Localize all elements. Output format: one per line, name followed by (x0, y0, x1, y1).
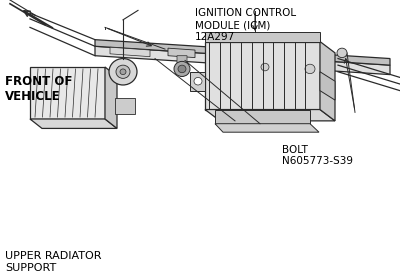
Polygon shape (110, 47, 150, 57)
Circle shape (178, 65, 186, 73)
Polygon shape (215, 124, 319, 132)
Polygon shape (190, 72, 205, 91)
Polygon shape (177, 56, 187, 66)
Polygon shape (105, 67, 117, 129)
Polygon shape (30, 67, 105, 119)
Circle shape (337, 48, 347, 58)
Polygon shape (320, 42, 335, 121)
Circle shape (305, 64, 315, 74)
Polygon shape (115, 98, 135, 114)
Polygon shape (95, 46, 390, 75)
Circle shape (261, 63, 269, 71)
Polygon shape (320, 72, 335, 100)
Circle shape (109, 59, 137, 85)
Circle shape (120, 69, 126, 75)
Polygon shape (205, 32, 320, 42)
Polygon shape (205, 110, 335, 121)
Circle shape (116, 65, 130, 78)
Text: UPPER RADIATOR
SUPPORT: UPPER RADIATOR SUPPORT (5, 251, 102, 273)
Text: FRONT OF
VEHICLE: FRONT OF VEHICLE (5, 75, 72, 102)
Polygon shape (215, 110, 310, 124)
Text: IGNITION CONTROL
MODULE (ICM)
12A297: IGNITION CONTROL MODULE (ICM) 12A297 (195, 8, 296, 42)
Circle shape (174, 61, 190, 76)
Circle shape (194, 78, 202, 85)
Polygon shape (95, 40, 390, 65)
Polygon shape (168, 48, 195, 58)
Text: BOLT
N605773-S39: BOLT N605773-S39 (282, 145, 353, 167)
Polygon shape (205, 42, 320, 110)
Polygon shape (30, 119, 117, 129)
